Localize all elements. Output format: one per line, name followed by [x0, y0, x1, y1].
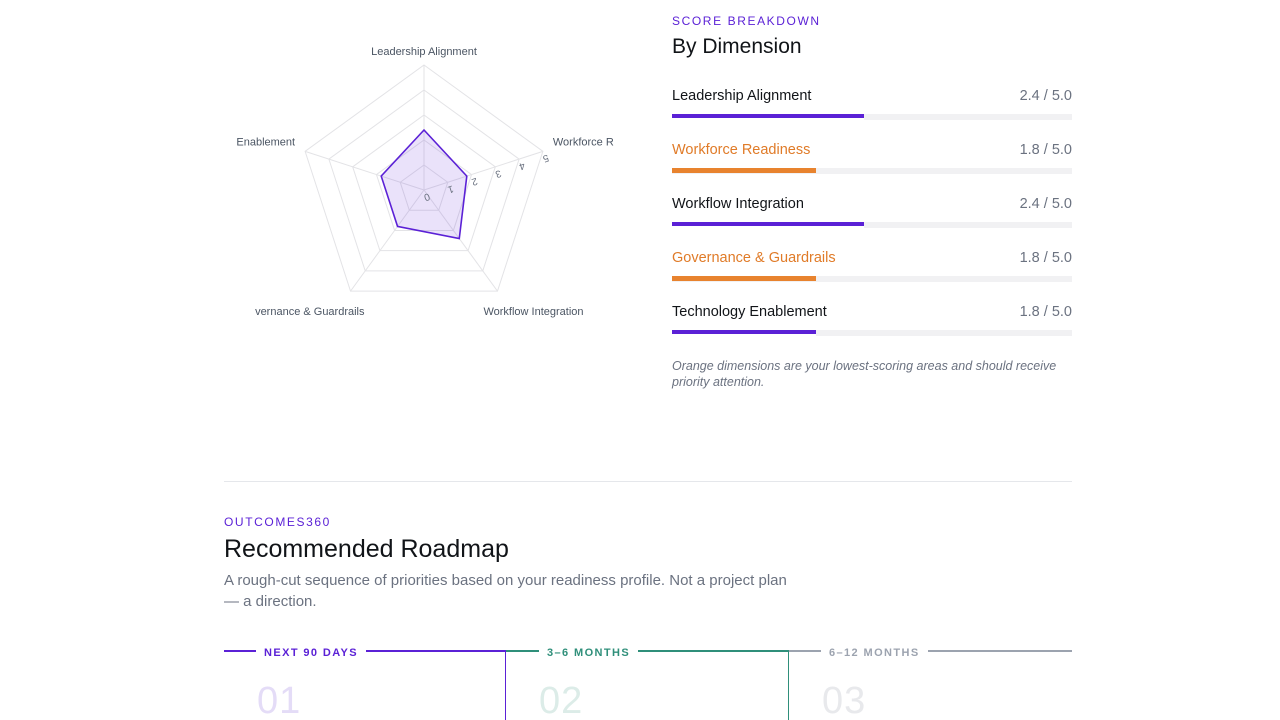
- dimension-bar-fill: [672, 114, 864, 120]
- radar-tick-label: 1: [446, 183, 455, 195]
- phase-line: [789, 650, 1072, 652]
- dimension-bar-track: [672, 222, 1072, 228]
- dimension-name: Governance & Guardrails: [672, 250, 836, 266]
- radar-tick-label: 0: [422, 190, 431, 202]
- dimension-score: 1.8 / 5.0: [1019, 304, 1072, 320]
- phase-label: 3–6 MONTHS: [539, 647, 639, 659]
- radar-tick-label: 3: [493, 167, 502, 179]
- phase-label: 6–12 MONTHS: [821, 647, 928, 659]
- radar-tick-label: 5: [541, 152, 550, 164]
- radar-axis-label: Leadership Alignment: [371, 46, 477, 58]
- dimension-bar-fill: [672, 330, 816, 336]
- dimension-row: Workflow Integration 2.4 / 5.0: [672, 196, 1072, 236]
- radar-series-polygon: [380, 128, 468, 240]
- score-breakdown-eyebrow: SCORE BREAKDOWN: [672, 14, 821, 28]
- dimension-bar-track: [672, 276, 1072, 282]
- roadmap-phase-3-6-months: 3–6 MONTHS 02: [506, 640, 789, 720]
- radar-grid-ring: [375, 139, 473, 231]
- phase-divider: [505, 650, 506, 720]
- radar-axis-line: [423, 150, 544, 191]
- phase-number: 02: [539, 680, 584, 720]
- radar-axis-line: [304, 150, 425, 191]
- dimension-score: 2.4 / 5.0: [1019, 88, 1072, 104]
- radar-axis-line: [350, 189, 425, 292]
- dimension-name: Workforce Readiness: [672, 142, 811, 158]
- roadmap-subtitle: A rough-cut sequence of priorities based…: [224, 572, 787, 610]
- dimension-bar-fill: [672, 276, 816, 281]
- dimension-bar-fill: [672, 222, 864, 228]
- phase-line: [506, 650, 789, 652]
- dimension-bar-fill: [672, 168, 816, 173]
- radar-chart: 0 1 2 3 4 5 Leadership Alignment Workforce R Wor…: [224, 0, 624, 400]
- roadmap-eyebrow: OUTCOMES360: [224, 515, 331, 529]
- dimension-name: Technology Enablement: [672, 304, 827, 320]
- radar-axis-line: [423, 189, 498, 292]
- phase-divider: [788, 650, 789, 720]
- radar-axis-label: Workflow Integration: [483, 306, 583, 318]
- dimension-row: Governance & Guardrails 1.8 / 5.0: [672, 250, 1072, 290]
- phase-number: 03: [822, 680, 867, 720]
- radar-grid-ring: [399, 164, 449, 211]
- phase-number: 01: [257, 680, 302, 720]
- dimension-score: 2.4 / 5.0: [1019, 196, 1072, 212]
- radar-grid-ring: [352, 114, 496, 252]
- section-divider: [224, 481, 1072, 482]
- dimension-row: Workforce Readiness 1.8 / 5.0: [672, 142, 1072, 182]
- dimension-name: Workflow Integration: [672, 196, 804, 212]
- dimension-row: Leadership Alignment 2.4 / 5.0: [672, 88, 1072, 128]
- dimension-bar-track: [672, 330, 1072, 336]
- dimension-bar-track: [672, 114, 1072, 120]
- roadmap-phase-next-90-days: NEXT 90 DAYS 01: [224, 640, 506, 720]
- priority-note: Orange dimensions are your lowest-scorin…: [672, 359, 1057, 389]
- radar-tick-label: 2: [470, 175, 479, 187]
- dimension-score: 1.8 / 5.0: [1019, 250, 1072, 266]
- dimension-name: Leadership Alignment: [672, 88, 812, 104]
- radar-grid-ring: [304, 64, 544, 292]
- radar-tick-label: 4: [517, 159, 526, 171]
- radar-axis-label: Workforce R: [553, 136, 614, 148]
- radar-axis-label: Enablement: [236, 136, 295, 148]
- roadmap-phase-6-12-months: 6–12 MONTHS 03: [789, 640, 1072, 720]
- radar-grid-ring: [328, 89, 520, 272]
- radar-chart-svg: 0 1 2 3 4 5 Leadership Alignment Workforce R Wor…: [236, 46, 614, 318]
- radar-axis-label: vernance & Guardrails: [255, 306, 365, 318]
- dimension-score: 1.8 / 5.0: [1019, 142, 1072, 158]
- dimension-row: Technology Enablement 1.8 / 5.0: [672, 304, 1072, 344]
- dimension-bar-track: [672, 168, 1072, 174]
- roadmap-title: Recommended Roadmap: [224, 535, 509, 563]
- phase-label: NEXT 90 DAYS: [256, 647, 367, 659]
- score-breakdown-title: By Dimension: [672, 35, 802, 58]
